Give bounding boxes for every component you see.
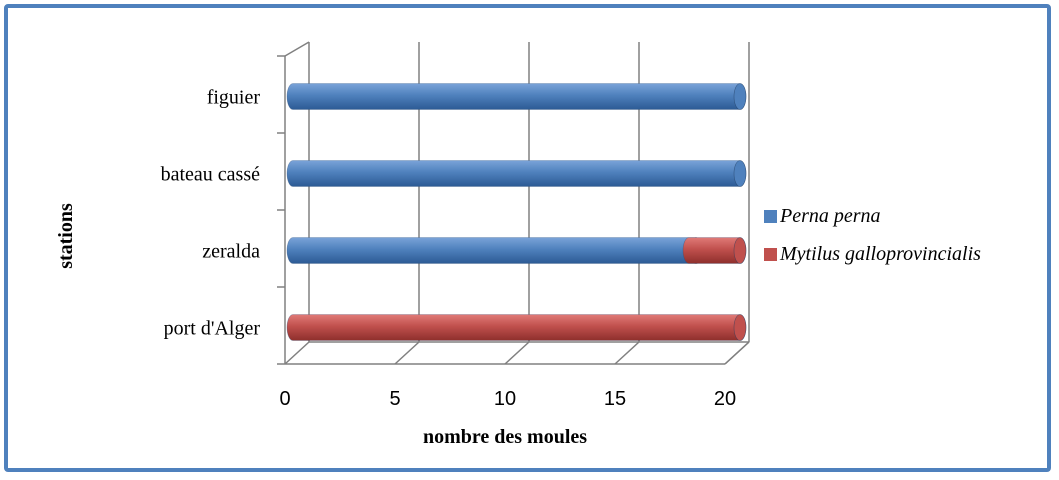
x-tick-label: 5 bbox=[389, 388, 400, 410]
top-corner-line bbox=[284, 41, 310, 57]
bar-perna-perna-zeralda bbox=[286, 237, 703, 264]
floor-gridline bbox=[724, 341, 750, 365]
x-tick-label: 0 bbox=[279, 388, 290, 410]
legend-swatch bbox=[764, 248, 777, 261]
category-label-figuier: figuier bbox=[207, 87, 261, 109]
legend-item-mytilus-galloprovincialis: Mytilus galloprovincialis bbox=[764, 243, 981, 265]
bar-perna-perna-bateau-casse bbox=[286, 160, 747, 187]
legend-item-perna-perna: Perna perna bbox=[764, 205, 881, 227]
floor-gridline bbox=[394, 341, 420, 365]
bar-perna-perna-figuier bbox=[286, 83, 747, 110]
y-axis-title: stations bbox=[55, 203, 77, 269]
legend-label: Mytilus galloprovincialis bbox=[779, 243, 981, 265]
x-tick-label: 15 bbox=[604, 388, 626, 410]
legend: Perna perna Mytilus galloprovincialis bbox=[764, 205, 981, 265]
category-label-bateau-casse: bateau cassé bbox=[161, 164, 261, 186]
x-axis-title: nombre des moules bbox=[423, 426, 587, 448]
category-label-port-d-alger: port d'Alger bbox=[164, 318, 261, 340]
floor-gridline bbox=[504, 341, 530, 365]
category-label-zeralda: zeralda bbox=[202, 241, 260, 263]
bar-mytilus-galloprovincialis-port-d-alger bbox=[286, 314, 747, 341]
x-tick-label: 10 bbox=[494, 388, 516, 410]
bar-mytilus-galloprovincialis-zeralda bbox=[682, 237, 747, 264]
floor-gridline bbox=[614, 341, 640, 365]
category-labels: port d'Alger zeralda bateau cassé figuier bbox=[161, 87, 261, 340]
legend-label: Perna perna bbox=[779, 205, 881, 227]
x-tick-label: 20 bbox=[714, 388, 736, 410]
floor-gridline bbox=[284, 341, 310, 365]
tick-labels: 0 5 10 15 20 bbox=[279, 388, 736, 410]
bars bbox=[286, 83, 747, 341]
legend-swatch bbox=[764, 210, 777, 223]
